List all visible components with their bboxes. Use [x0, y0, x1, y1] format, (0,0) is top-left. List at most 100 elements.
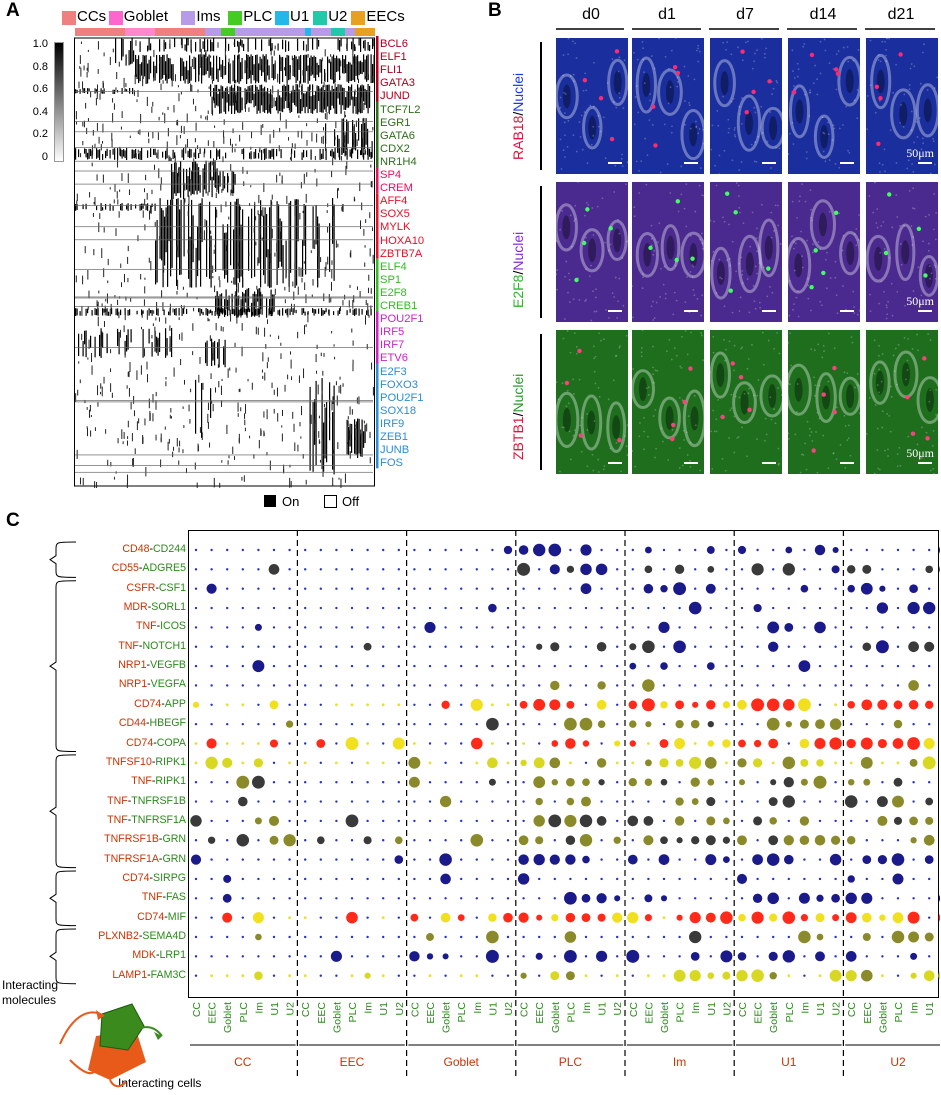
dot — [740, 587, 744, 590]
dot — [382, 935, 385, 939]
dot — [846, 738, 856, 749]
cell-sub-label: PLC — [347, 1002, 359, 1023]
dot — [269, 739, 279, 748]
dot — [350, 897, 354, 900]
pair-label: CD74-SIRPG — [122, 871, 186, 884]
dot — [692, 701, 699, 708]
dot — [397, 877, 400, 881]
dot — [569, 761, 572, 765]
dot — [600, 626, 603, 629]
dot — [803, 606, 806, 610]
pair-label: TNF-TNFRSF1B — [107, 794, 186, 807]
dot — [475, 568, 478, 571]
dot — [288, 703, 291, 706]
dot — [834, 626, 837, 629]
dot — [428, 742, 432, 745]
pair-label: TNFSF10-RIPK1 — [105, 755, 186, 768]
dot — [522, 935, 525, 939]
dot — [863, 778, 871, 786]
dot — [553, 626, 556, 629]
dot — [460, 645, 463, 648]
dot — [881, 684, 884, 687]
dot — [397, 606, 400, 610]
dot — [865, 606, 868, 610]
cell-sub-label: PLC — [893, 1002, 905, 1023]
dot — [303, 974, 307, 978]
dot — [350, 722, 354, 726]
dot — [226, 548, 229, 552]
dot — [475, 761, 479, 765]
dot — [740, 897, 744, 900]
dot — [803, 568, 806, 571]
dot — [756, 877, 759, 881]
dot — [330, 950, 342, 962]
dot — [428, 839, 432, 842]
pair-brackets — [49, 541, 77, 985]
dot — [834, 761, 837, 765]
dot — [787, 684, 790, 687]
dot — [366, 587, 369, 590]
dot — [803, 684, 806, 687]
dot — [928, 897, 931, 900]
micrograph-r1-d14 — [788, 38, 860, 174]
dot — [506, 935, 510, 939]
dot — [584, 955, 588, 958]
dot — [205, 756, 218, 770]
cell-sub-label: U2 — [612, 1002, 624, 1016]
gene-label-sp1: SP1 — [380, 273, 402, 286]
gene-label-elf1: ELF1 — [380, 51, 407, 64]
dot — [517, 873, 530, 885]
dot — [756, 548, 759, 552]
dot — [428, 877, 432, 881]
colorbar-tick: 1.0 — [32, 38, 48, 50]
dot — [740, 858, 744, 861]
dot — [600, 877, 603, 881]
dot — [660, 584, 668, 593]
dot — [782, 795, 795, 808]
dot — [615, 974, 619, 978]
dot — [460, 800, 463, 803]
dot — [631, 839, 634, 842]
micrograph-r1-d7 — [710, 38, 782, 174]
dot — [194, 664, 198, 668]
dot — [536, 914, 543, 921]
dot — [210, 858, 213, 861]
dot — [408, 756, 421, 769]
dot — [538, 742, 541, 745]
dot — [912, 877, 915, 881]
dot — [397, 761, 400, 765]
dot — [444, 839, 447, 842]
cell-sub-label: Goblet — [441, 1002, 453, 1033]
cell-sub-label: PLC — [238, 1002, 250, 1023]
dot — [460, 684, 463, 687]
dot — [662, 800, 666, 803]
dot — [834, 664, 837, 668]
dot — [194, 916, 198, 919]
dot — [533, 815, 545, 827]
dot — [475, 722, 478, 726]
dot — [397, 548, 400, 552]
dot — [756, 626, 759, 629]
dot — [440, 912, 451, 923]
dot — [382, 839, 385, 842]
dot — [756, 645, 759, 648]
dot — [413, 722, 416, 726]
gene-label-irf5: IRF5 — [380, 326, 405, 339]
dot — [689, 970, 701, 982]
pair-label: PLXNB2-SEMA4D — [98, 930, 186, 942]
dot — [896, 626, 900, 629]
dot — [538, 974, 541, 977]
dot — [642, 679, 655, 692]
micrograph-r2-d0 — [556, 182, 628, 322]
dot — [725, 935, 728, 939]
dot — [533, 757, 545, 769]
dot — [488, 913, 497, 922]
dot — [616, 819, 619, 823]
dot — [460, 897, 463, 900]
dot — [257, 606, 260, 610]
dot — [241, 761, 245, 765]
cell-sub-label: Goblet — [222, 1002, 234, 1033]
dot — [565, 835, 576, 845]
dot — [694, 645, 697, 648]
gene-label-egr1: EGR1 — [380, 116, 411, 129]
